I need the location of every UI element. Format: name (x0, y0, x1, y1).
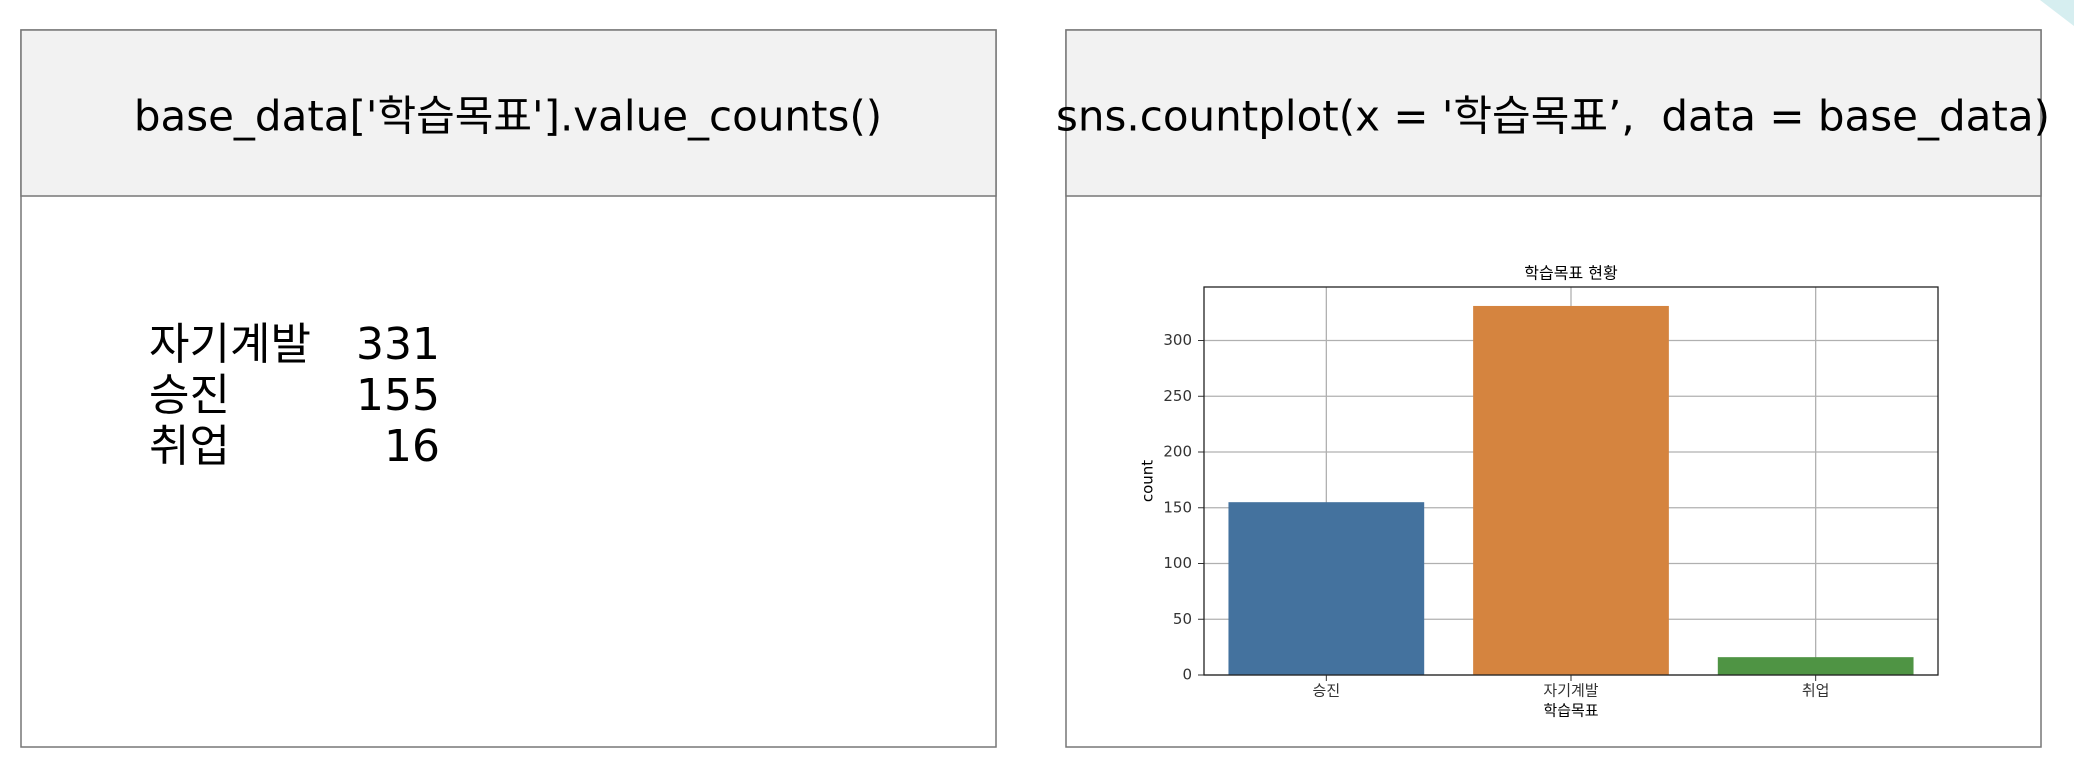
bar (1473, 305, 1669, 675)
row-label: 승진 (149, 370, 230, 421)
y-tick-label: 100 (1163, 554, 1192, 572)
bar (1717, 657, 1914, 675)
x-tick-label: 승진 (1313, 682, 1341, 700)
y-tick-label: 50 (1173, 610, 1192, 628)
panel-header (1065, 29, 2042, 197)
chart-title: 학습목표 현황 (1524, 264, 1618, 283)
y-tick-label: 150 (1163, 498, 1192, 516)
y-tick-label: 0 (1182, 666, 1192, 684)
row-value: 16 (384, 421, 440, 472)
row-label: 자기계발 (149, 319, 311, 370)
row-value: 331 (356, 319, 440, 370)
bar (1228, 502, 1425, 675)
x-tick-label: 취업 (1802, 682, 1830, 700)
row-label: 취업 (149, 421, 230, 472)
header-text: base_data['학습목표'].value_counts() (134, 92, 882, 141)
row-value: 155 (356, 370, 440, 421)
plot-frame (1203, 286, 1939, 676)
header-text: sns.countplot(x = '학습목표’, data = base_da… (1056, 92, 2050, 141)
y-axis-label: count (1139, 460, 1157, 502)
panel-header (20, 29, 997, 197)
x-tick-label: 자기계발 (1543, 682, 1598, 700)
x-axis-label: 학습목표 (1543, 702, 1598, 720)
y-tick-label: 250 (1163, 387, 1192, 405)
y-tick-label: 200 (1163, 443, 1192, 461)
left-panel: base_data['학습목표'].value_counts() (20, 29, 997, 748)
corner-decoration (2040, 0, 2074, 26)
y-tick-label: 300 (1163, 331, 1192, 349)
